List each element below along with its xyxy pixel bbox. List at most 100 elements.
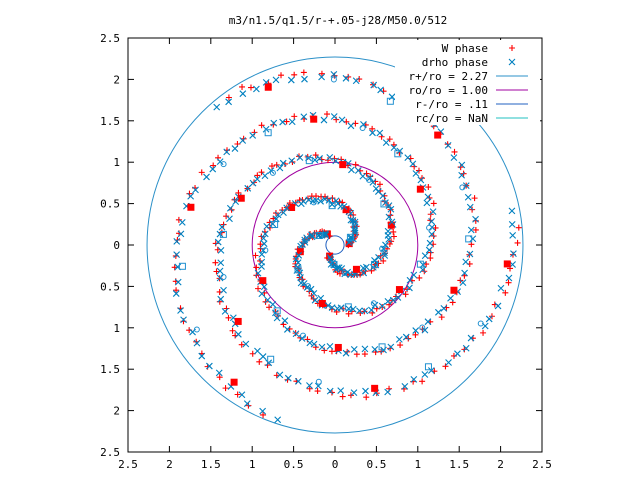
- point-drho-phase: [173, 251, 181, 259]
- point-drho-phase: [337, 387, 345, 394]
- point-drho-phase: [450, 154, 458, 161]
- point-open-square: [305, 157, 313, 165]
- point-w-phase: [260, 411, 267, 418]
- point-drho-phase: [258, 290, 266, 298]
- point-drho-phase: [244, 184, 252, 192]
- point-drho-phase: [216, 158, 224, 166]
- point-drho-phase: [265, 359, 273, 367]
- point-open-circle: [330, 76, 337, 83]
- point-w-phase: [321, 347, 328, 354]
- point-drho-phase: [326, 387, 334, 395]
- point-drho-phase: [426, 239, 434, 247]
- point-drho-phase: [342, 74, 350, 82]
- point-drho-phase: [172, 290, 180, 297]
- point-w-phase: [457, 164, 464, 171]
- point-drho-phase: [310, 289, 318, 297]
- point-drho-phase: [387, 343, 395, 351]
- data-points: [171, 69, 522, 424]
- point-drho-phase: [205, 362, 213, 370]
- point-drho-phase: [272, 309, 279, 317]
- point-drho-phase: [444, 141, 452, 149]
- point-drho-phase: [467, 334, 475, 342]
- point-drho-phase: [372, 185, 380, 193]
- point-w-phase: [345, 73, 352, 80]
- point-drho-phase: [425, 246, 433, 254]
- point-open-square: [273, 307, 281, 315]
- point-drho-phase: [350, 389, 358, 396]
- x-tick-label: 2.5: [532, 458, 552, 471]
- point-drho-phase: [330, 113, 338, 120]
- point-drho-phase: [350, 345, 358, 353]
- point-open-square: [371, 260, 379, 268]
- point-drho-phase: [203, 173, 210, 181]
- point-drho-phase: [423, 199, 431, 207]
- point-drho-phase: [198, 352, 206, 360]
- point-w-phase: [361, 351, 368, 358]
- point-filled-square: [288, 204, 296, 212]
- point-open-square: [378, 343, 386, 351]
- point-drho-phase: [279, 118, 287, 126]
- point-w-phase: [273, 161, 280, 168]
- point-drho-phase: [306, 382, 313, 389]
- point-drho-phase: [385, 213, 393, 221]
- point-w-phase: [212, 240, 219, 247]
- point-w-phase: [369, 125, 376, 132]
- point-drho-phase: [239, 137, 247, 144]
- point-drho-phase: [301, 75, 308, 83]
- point-w-phase: [306, 385, 313, 392]
- point-w-phase: [480, 329, 487, 336]
- point-open-circle: [419, 324, 426, 331]
- x-tick-label: 0.5: [366, 458, 386, 471]
- point-drho-phase: [217, 259, 225, 267]
- point-open-circle: [269, 169, 276, 176]
- point-open-square: [316, 231, 324, 239]
- point-drho-phase: [384, 388, 392, 396]
- legend-markers: [496, 45, 528, 119]
- point-open-square: [271, 221, 279, 229]
- point-drho-phase: [428, 218, 435, 225]
- point-w-phase: [173, 287, 180, 294]
- point-drho-phase: [472, 215, 479, 223]
- point-w-phase: [212, 259, 219, 266]
- point-filled-square: [237, 194, 245, 202]
- legend-label-r-plus: r+/ro = 2.27: [409, 70, 488, 83]
- point-w-phase: [256, 358, 263, 365]
- point-drho-phase: [406, 284, 413, 292]
- point-w-phase: [223, 213, 230, 220]
- point-drho-phase: [410, 375, 418, 383]
- point-w-phase: [266, 304, 273, 311]
- point-w-phase: [363, 394, 370, 401]
- point-drho-phase: [508, 207, 516, 215]
- point-drho-phase: [362, 387, 369, 395]
- legend: W phase drho phase r+/ro = 2.27 ro/ro = …: [395, 40, 540, 125]
- point-drho-phase: [249, 179, 257, 187]
- point-drho-phase: [326, 153, 334, 161]
- point-drho-phase: [213, 103, 221, 111]
- point-w-phase: [416, 274, 423, 281]
- point-drho-phase: [348, 166, 355, 174]
- point-open-circle: [370, 300, 377, 307]
- point-filled-square: [234, 317, 242, 325]
- point-drho-phase: [361, 307, 369, 315]
- point-drho-phase: [192, 186, 199, 194]
- point-w-phase: [425, 184, 432, 191]
- point-drho-phase: [417, 176, 425, 184]
- point-drho-phase: [174, 278, 182, 286]
- point-drho-phase: [223, 148, 231, 156]
- point-w-phase: [245, 402, 252, 409]
- point-drho-phase: [252, 85, 260, 93]
- point-drho-phase: [447, 294, 454, 302]
- point-open-circle: [193, 326, 200, 333]
- point-drho-phase: [469, 235, 477, 243]
- point-w-phase: [386, 240, 393, 247]
- point-w-phase: [329, 195, 336, 202]
- point-filled-square: [339, 161, 347, 169]
- point-drho-phase: [238, 391, 246, 399]
- point-open-square: [346, 233, 354, 241]
- point-open-square: [294, 266, 302, 274]
- point-drho-phase: [375, 253, 382, 261]
- point-drho-phase: [274, 211, 282, 219]
- x-tick-label: 2: [497, 458, 504, 471]
- point-drho-phase: [454, 350, 461, 358]
- point-drho-phase: [260, 283, 268, 291]
